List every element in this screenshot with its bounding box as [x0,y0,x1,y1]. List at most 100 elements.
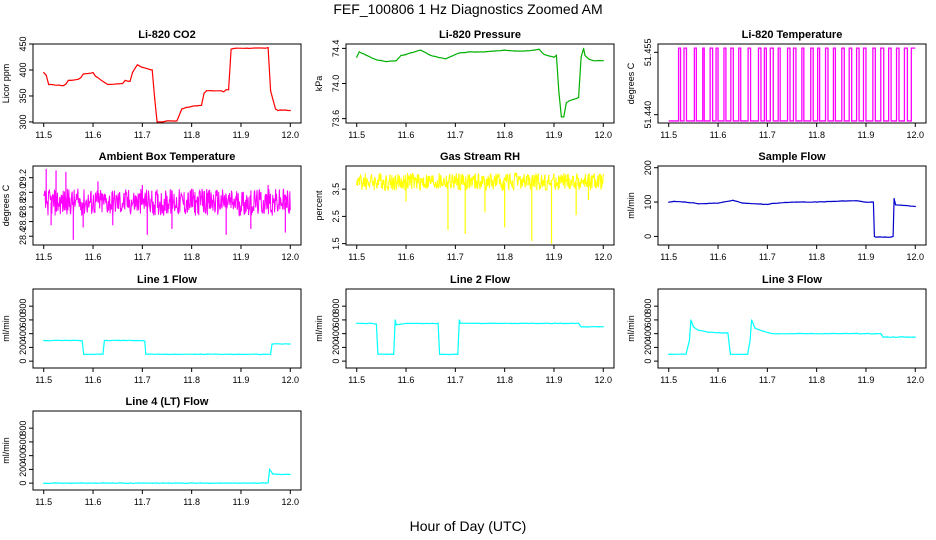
data-point [504,49,506,51]
data-point [543,53,545,56]
data-point [145,353,147,355]
series-line [668,47,916,122]
y-tick-label: 51.440 [643,101,653,129]
data-point [914,336,916,338]
y-axis-label: ml/min [314,315,324,342]
data-point [668,201,670,203]
data-point [129,80,131,83]
data-point [523,50,525,52]
data-point [707,331,709,333]
data-point [816,201,818,203]
series-line [43,188,291,217]
x-tick-label: 11.9 [546,375,563,385]
data-point [267,47,269,49]
y-tick-label: 28.4 [18,227,28,245]
data-point [602,60,604,62]
data-point [70,79,72,81]
data-point [771,202,773,205]
x-tick-label: 11.6 [398,252,415,262]
y-tick-label: 800 [331,299,341,314]
panel-2: Li-820 Pressure kPa 11.5 11.6 11.7 11.8 11.9 12… [314,29,615,140]
x-tick-label: 11.6 [85,375,102,385]
y-tick-label: 28.6 [18,213,28,231]
data-point [673,200,675,202]
data-point [268,468,271,470]
x-tick-label: 11.9 [233,497,250,507]
x-tick-label: 11.8 [808,130,825,140]
data-point [131,71,134,74]
panel-frame [32,165,302,246]
x-tick-label: 11.9 [546,252,563,262]
data-point [265,47,267,49]
data-point [914,205,916,208]
data-point [377,353,379,355]
data-point [459,322,461,324]
data-point [791,201,793,203]
data-point [356,322,358,324]
y-tick-label: 74.0 [331,75,341,93]
x-tick-label: 11.5 [348,252,365,262]
data-point [82,73,84,75]
data-point [45,74,47,76]
data-point [271,343,273,345]
panel-4: Ambient Box Temperature degrees C 11.5 11.6… [1,151,302,262]
data-point [370,322,373,324]
data-point [230,48,232,50]
y-tick-label: 400 [18,62,28,77]
panel-title: Gas Stream RH [440,151,520,163]
data-group [356,319,604,356]
x-tick-label: 12.0 [282,375,300,385]
x-tick-label: 11.6 [398,130,415,140]
data-point [582,47,585,49]
data-point [141,339,143,342]
data-point [454,53,456,56]
panel-1: Li-820 CO2 Licor ppm 11.5 11.6 11.7 11.8 11.9 1… [1,29,302,140]
y-tick-label: 200 [643,340,653,355]
data-point [458,319,460,321]
panel-3: Li-820 Temperature degrees C 11.5 11.6 11.7 1… [626,29,927,140]
data-group [43,46,291,123]
x-tick-label: 12.0 [907,130,925,140]
panel-frame [32,410,302,491]
x-tick-label: 11.6 [710,375,727,385]
x-tick-label: 11.5 [660,252,677,262]
data-point [375,59,378,61]
panel-title: Line 3 Flow [762,274,822,286]
x-tick-label: 11.9 [858,252,875,262]
panel-title: Line 4 (LT) Flow [126,396,209,408]
panel-10: Line 4 (LT) Flow ml/min 11.5 11.6 11.7 11.8 11… [1,396,302,507]
y-tick-label: 29.2 [18,169,28,187]
panel-9: Line 3 Flow ml/min 11.5 11.6 11.7 11.8 11.9 12.… [626,274,927,385]
data-point [80,77,82,79]
data-point [289,473,291,476]
data-point [754,327,756,329]
data-point [269,353,272,355]
data-point [690,319,692,321]
data-point [83,353,85,355]
data-point [156,121,158,123]
x-tick-label: 11.8 [183,252,200,262]
x-tick-label: 11.9 [546,130,563,140]
data-point [265,353,267,355]
panel-frame [345,43,615,124]
panel-title: Line 2 Flow [450,274,510,286]
data-point [191,105,193,107]
y-axis-label: ml/min [1,315,11,342]
data-point [565,102,567,104]
data-point [865,201,867,203]
data-point [865,333,867,335]
x-tick-label: 11.9 [858,130,875,140]
panel-title: Ambient Box Temperature [99,151,236,163]
data-point [395,60,397,62]
panel-title: Sample Flow [758,151,826,163]
y-tick-label: 0 [643,359,653,364]
data-point [272,473,274,475]
data-point [136,64,139,66]
data-point [405,53,407,56]
x-axis-label: Hour of Day (UTC) [409,518,527,534]
y-tick-label: 2.5 [331,210,341,223]
data-point [151,69,153,71]
data-point [688,339,691,342]
panel-frame [32,43,302,124]
